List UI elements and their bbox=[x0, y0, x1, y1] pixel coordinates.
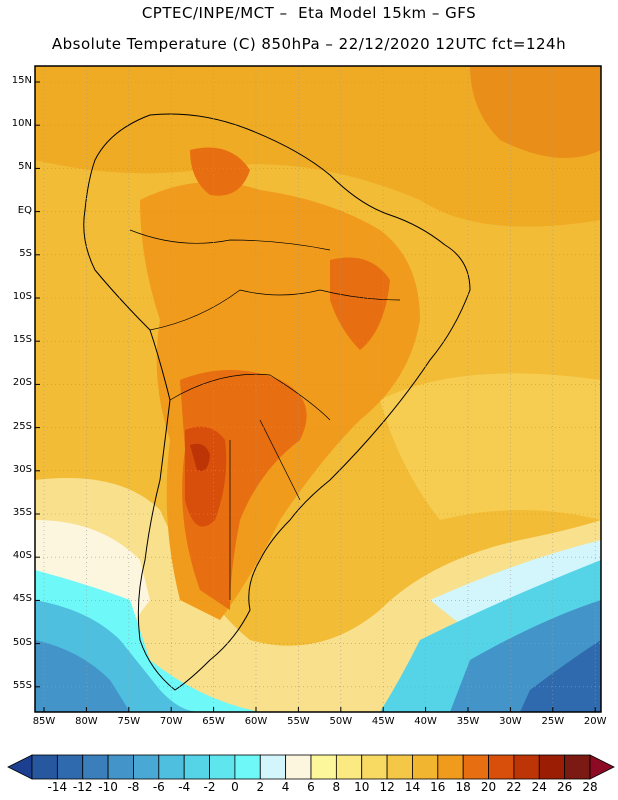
lat-label: 35S bbox=[12, 507, 32, 518]
colorbar-label: 0 bbox=[231, 780, 239, 794]
lat-label: 20S bbox=[12, 377, 32, 389]
colorbar-swatch bbox=[82, 754, 109, 780]
lat-label: 30S bbox=[12, 463, 32, 475]
colorbar-label: 6 bbox=[307, 780, 315, 794]
lon-label: 35W bbox=[456, 716, 480, 727]
colorbar-label: 20 bbox=[480, 780, 497, 794]
lon-label: 45W bbox=[371, 716, 395, 727]
colorbar-label: -8 bbox=[127, 780, 140, 794]
colorbar-label: -2 bbox=[203, 780, 216, 794]
colorbar-swatch bbox=[310, 754, 337, 780]
colorbar-label: -14 bbox=[47, 780, 68, 794]
colorbar-swatch bbox=[386, 754, 413, 780]
border-south bbox=[169, 373, 331, 421]
lon-label: 50W bbox=[329, 716, 353, 727]
lat-label: 40S bbox=[12, 550, 32, 562]
colorbar-label: -4 bbox=[178, 780, 191, 794]
field-brazil-hot bbox=[330, 257, 390, 350]
colorbar-label: 2 bbox=[256, 780, 265, 794]
colorbar-label: 8 bbox=[332, 780, 341, 794]
colorbar-swatch bbox=[462, 754, 489, 780]
border-north bbox=[129, 229, 331, 251]
lat-label: 15N bbox=[11, 75, 32, 86]
lat-label: 10N bbox=[11, 118, 32, 130]
lat-label: 10S bbox=[12, 291, 32, 302]
border-mid bbox=[149, 289, 401, 331]
lat-label: 5S bbox=[19, 247, 32, 259]
colorbar-max-arrow bbox=[589, 754, 615, 780]
colorbar-label: 18 bbox=[455, 780, 471, 794]
colorbar-swatch bbox=[437, 754, 464, 780]
lon-label: 55W bbox=[287, 716, 310, 727]
colorbar-swatch bbox=[234, 754, 261, 780]
colorbar-swatch bbox=[488, 754, 515, 780]
colorbar-swatch bbox=[412, 754, 439, 780]
lon-label: 40W bbox=[414, 716, 437, 727]
colorbar-swatch bbox=[361, 754, 388, 780]
colorbar-label: 4 bbox=[281, 780, 290, 794]
map-subtitle: Absolute Temperature (C) 850hPa – 22/12/… bbox=[51, 35, 567, 53]
lon-label: 25W bbox=[541, 716, 565, 727]
field-venezuela-hot bbox=[190, 147, 250, 196]
colorbar-swatch bbox=[158, 754, 185, 780]
field-land-peak bbox=[190, 443, 210, 471]
field-north-warm bbox=[35, 66, 601, 227]
coastline bbox=[83, 113, 471, 691]
lon-label: 20W bbox=[583, 716, 607, 727]
lat-label: EQ bbox=[17, 204, 32, 216]
lon-label: 85W bbox=[32, 716, 56, 727]
colorbar-min-arrow bbox=[7, 754, 33, 780]
lon-label: 80W bbox=[75, 716, 98, 727]
colorbar-label: 26 bbox=[556, 780, 573, 794]
colorbar-label: 16 bbox=[430, 780, 446, 794]
colorbar-swatch bbox=[259, 754, 287, 780]
colorbar-label: 10 bbox=[354, 780, 370, 794]
lat-label: 50S bbox=[12, 636, 32, 648]
colorbar-swatch bbox=[285, 754, 312, 780]
field-cold-atl-3 bbox=[520, 640, 601, 712]
colorbar-label: -12 bbox=[72, 780, 93, 794]
axis-ticks bbox=[35, 81, 596, 712]
lon-label: 60W bbox=[244, 716, 268, 727]
border-river bbox=[259, 419, 301, 501]
lon-label: 70W bbox=[159, 716, 183, 727]
field-ne-warm bbox=[470, 66, 601, 158]
colorbar-swatch bbox=[538, 754, 566, 780]
field-atlantic-band bbox=[380, 373, 601, 520]
lon-label: 65W bbox=[202, 716, 225, 727]
colorbar-swatch bbox=[335, 754, 363, 780]
colorbar-label: 22 bbox=[506, 780, 522, 794]
colorbar-swatch bbox=[209, 754, 236, 780]
lon-label: 75W bbox=[117, 716, 141, 727]
colorbar-label: -10 bbox=[98, 780, 118, 794]
colorbar bbox=[7, 754, 615, 780]
colorbar-label: 24 bbox=[531, 780, 547, 794]
colorbar-label: -6 bbox=[152, 780, 165, 794]
map-frame bbox=[34, 65, 602, 713]
colorbar-swatch bbox=[183, 754, 210, 780]
map-title: CPTEC/INPE/MCT – Eta Model 15km – GFS bbox=[141, 4, 477, 22]
colorbar-swatch bbox=[564, 754, 591, 780]
colorbar-swatch bbox=[513, 754, 540, 780]
colorbar-label: 14 bbox=[404, 780, 421, 794]
colorbar-label: 12 bbox=[379, 780, 395, 794]
field-cold-3 bbox=[35, 640, 130, 712]
lat-label: 45S bbox=[12, 593, 32, 605]
lat-label: 5N bbox=[18, 161, 32, 173]
colorbar-label: 28 bbox=[582, 780, 598, 794]
lat-label: 15S bbox=[12, 334, 32, 346]
colorbar-swatch bbox=[56, 754, 84, 780]
lon-label: 30W bbox=[499, 716, 522, 727]
colorbar-swatch bbox=[107, 754, 134, 780]
lat-label: 55S bbox=[12, 679, 32, 691]
lat-label: 25S bbox=[12, 420, 32, 432]
colorbar-swatch bbox=[133, 754, 160, 780]
colorbar-swatch bbox=[31, 754, 58, 780]
